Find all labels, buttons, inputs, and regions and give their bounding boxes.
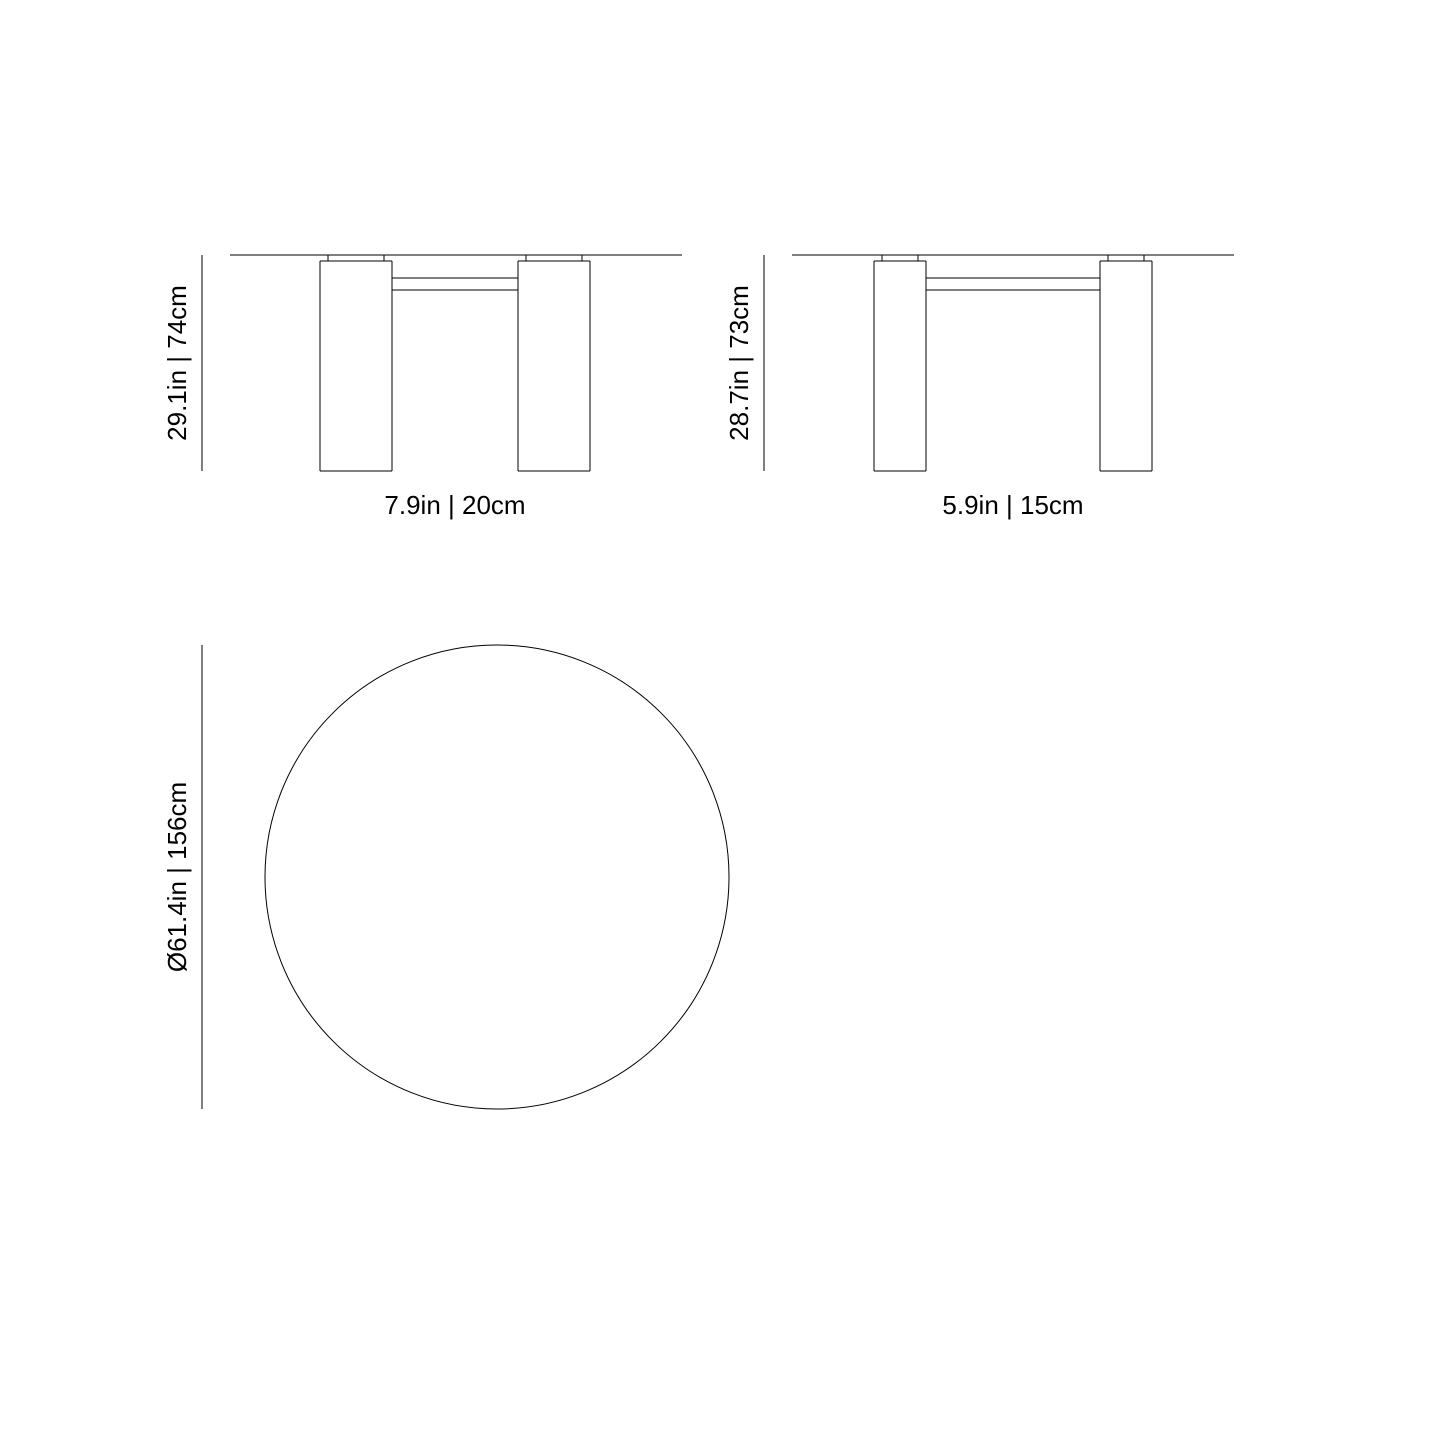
front-view: 29.1in | 74cm 7.9in | 20cm: [162, 255, 682, 520]
top-view: Ø61.4in | 156cm: [162, 645, 729, 1109]
front-height-label: 29.1in | 74cm: [162, 285, 192, 441]
side-height-label: 28.7in | 73cm: [724, 285, 754, 441]
technical-drawing: 29.1in | 74cm 7.9in | 20cm: [0, 0, 1445, 1445]
side-legwidth-label: 5.9in | 15cm: [942, 490, 1083, 520]
side-leg-2: [1100, 255, 1152, 471]
top-circle: [265, 645, 729, 1109]
side-view: 28.7in | 73cm 5.9in | 15cm: [724, 255, 1234, 520]
front-leg-1: [320, 255, 392, 471]
side-leg-1: [874, 255, 926, 471]
front-connector-bar: [392, 278, 518, 290]
front-leg-2: [518, 255, 590, 471]
top-diameter-label: Ø61.4in | 156cm: [162, 782, 192, 972]
side-connector-bar: [926, 278, 1100, 290]
front-legwidth-label: 7.9in | 20cm: [384, 490, 525, 520]
